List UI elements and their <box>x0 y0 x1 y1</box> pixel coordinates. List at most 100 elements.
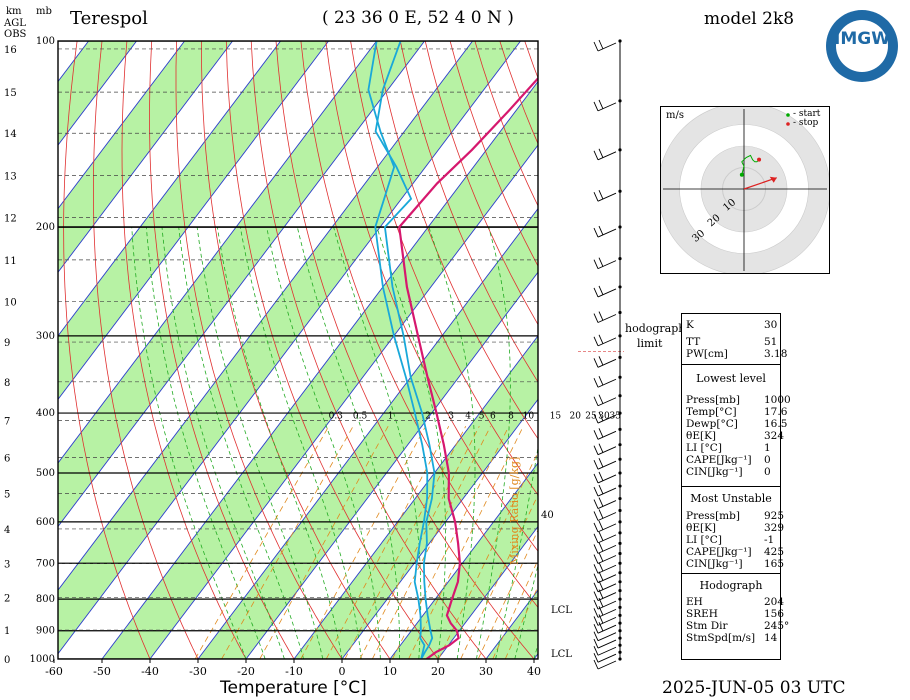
lowest-level-value-1: 17.6 <box>764 406 788 418</box>
hodograph-units: m/s <box>666 110 684 121</box>
temp-tick-7: 10 <box>383 665 397 678</box>
wind-barb <box>593 531 617 544</box>
mixing-ratio-label: Mixing Ratio [g/kg] <box>508 456 521 565</box>
km-tick-0: 0 <box>4 655 10 666</box>
pressure-tick-2: 300 <box>36 331 55 342</box>
mixing-ratio-tick-9: 10 <box>523 412 535 422</box>
mixing-ratio-tick-7: 6 <box>490 412 496 422</box>
pressure-tick-4: 500 <box>36 468 55 479</box>
axis-mb-label: mb <box>36 6 52 17</box>
temp-tick-8: 20 <box>431 665 445 678</box>
km-tick-10: 10 <box>4 298 17 309</box>
pressure-tick-1: 200 <box>36 222 55 233</box>
hodograph-limit-text-1: hodograph <box>625 322 686 335</box>
indices-panel: K 30 TT 51 PW[cm] 3.18 Lowest level Pres… <box>681 313 791 660</box>
wind-barb <box>593 99 617 112</box>
hodograph-panel: 10 20 30 m/s - start - stop <box>657 102 831 276</box>
tt-label: TT <box>686 336 701 348</box>
axis-km-label: km <box>6 6 22 17</box>
hodograph-limit-text-2: limit <box>637 337 663 350</box>
wind-barb <box>593 39 617 52</box>
km-tick-8: 8 <box>4 378 10 389</box>
wind-barb <box>593 646 617 656</box>
mixing-ratio-tick-13: 30 <box>598 412 610 422</box>
temp-tick-0: -60 <box>45 665 63 678</box>
hodograph-title: Hodograph <box>699 579 763 592</box>
lowest-level-label-0: Press[mb] <box>686 394 740 406</box>
pressure-tick-0: 100 <box>36 36 55 47</box>
wind-barb <box>593 190 617 202</box>
wind-barb <box>593 394 617 407</box>
lowest-level-value-0: 1000 <box>764 394 791 406</box>
wind-barb <box>593 411 617 424</box>
temp-tick-2: -40 <box>141 665 159 678</box>
wind-barb <box>593 334 617 347</box>
wind-barb <box>593 631 617 642</box>
wind-barb <box>593 542 617 554</box>
pressure-tick-5: 600 <box>36 517 55 528</box>
mixing-ratio-40: 40 <box>541 510 554 521</box>
wind-barb <box>593 621 617 634</box>
pw-value: 3.18 <box>764 348 788 360</box>
most-unstable-value-2: -1 <box>764 534 775 546</box>
hodograph-legend-start: - start <box>793 109 821 119</box>
pressure-tick-8: 900 <box>36 626 55 637</box>
wind-barb <box>593 509 617 521</box>
hodograph-legend-stop: - stop <box>793 118 819 128</box>
km-tick-4: 4 <box>4 525 10 536</box>
most-unstable-value-4: 165 <box>764 558 785 570</box>
wind-barb <box>593 659 617 670</box>
hodograph-rows-label-3: StmSpd[m/s] <box>686 632 756 644</box>
wind-barb <box>593 484 617 497</box>
wind-barb <box>593 257 617 270</box>
pressure-tick-3: 400 <box>36 408 55 419</box>
lowest-level-value-5: 0 <box>764 454 771 466</box>
km-tick-5: 5 <box>4 490 10 501</box>
temp-tick-5: -10 <box>285 665 303 678</box>
mixing-ratio-tick-12: 25 <box>585 412 597 422</box>
lowest-level-label-2: Dewp[°C] <box>686 418 738 430</box>
km-tick-11: 11 <box>4 256 17 267</box>
logo-text: IMGW <box>834 29 890 49</box>
lowest-level-label-5: CAPE[Jkg⁻¹] <box>686 454 752 466</box>
most-unstable-label-4: CIN[Jkg⁻¹] <box>686 558 743 570</box>
pw-label: PW[cm] <box>686 348 728 360</box>
hodograph-rows-label-1: SREH <box>686 608 718 620</box>
station-title: Terespol <box>70 8 148 29</box>
wind-barb <box>593 428 617 440</box>
mixing-ratio-tick-3: 2 <box>425 412 431 422</box>
mixing-ratio-tick-10: 15 <box>550 412 562 422</box>
hodograph-rows-value-1: 156 <box>764 608 785 620</box>
wind-barb <box>593 562 617 574</box>
temp-tick-9: 30 <box>479 665 493 678</box>
lcl-label-upper: LCL <box>551 605 572 616</box>
hodograph-rows-value-2: 245° <box>764 620 790 632</box>
model-label: model 2k8 <box>704 9 795 29</box>
lowest-level-label-1: Temp[°C] <box>686 406 737 418</box>
temp-tick-1: -50 <box>93 665 111 678</box>
k-value: 30 <box>764 319 778 331</box>
agl-label: AGL <box>4 18 26 29</box>
hodograph-trace <box>741 154 760 175</box>
lowest-level-title: Lowest level <box>696 372 766 385</box>
k-label: K <box>686 319 694 331</box>
km-tick-6: 6 <box>4 453 10 464</box>
temp-tick-10: 40 <box>527 665 541 678</box>
lowest-level-value-4: 1 <box>764 442 771 454</box>
most-unstable-label-1: θE[K] <box>686 522 717 534</box>
km-tick-16: 16 <box>4 45 17 56</box>
most-unstable-label-0: Press[mb] <box>686 510 740 522</box>
hodograph-rows-value-0: 204 <box>764 596 785 608</box>
wind-barb <box>593 580 617 593</box>
mixing-ratio-tick-5: 4 <box>465 412 471 422</box>
pressure-tick-9: 1000 <box>30 654 55 665</box>
x-axis-title: Temperature [°C] <box>220 678 367 698</box>
wind-barb <box>593 614 617 626</box>
mixing-ratio-tick-11: 20 <box>570 412 582 422</box>
temp-tick-3: -30 <box>189 665 207 678</box>
mixing-ratio-tick-8: 8 <box>508 412 514 422</box>
lcl-label-lower: LCL <box>551 649 572 660</box>
mixing-ratio-tick-6: 5 <box>479 412 485 422</box>
